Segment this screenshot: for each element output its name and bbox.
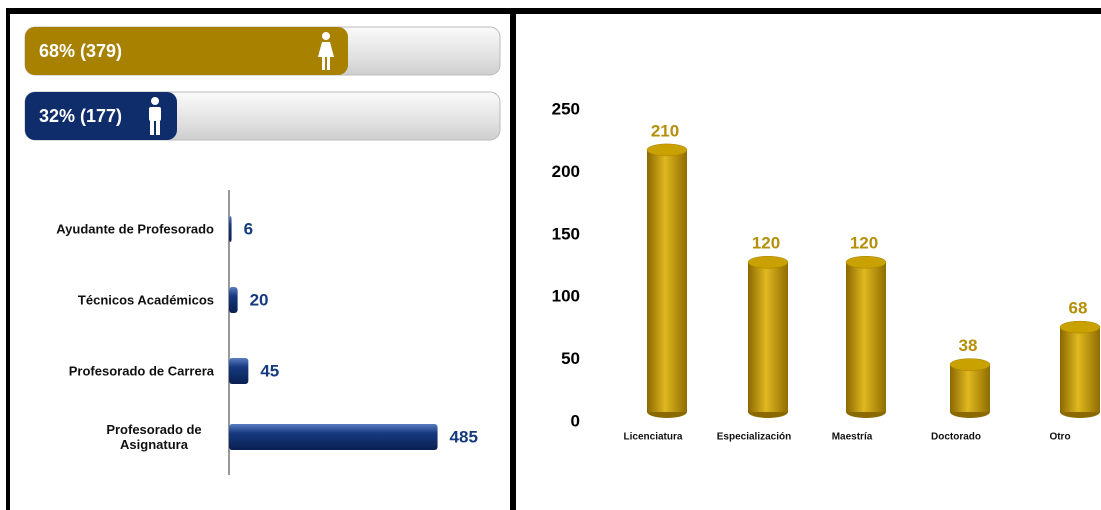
progress-fill (25, 92, 177, 140)
male-icon (149, 97, 161, 135)
cylinder-top (646, 143, 688, 157)
value-label: 210 (651, 121, 679, 140)
bar (229, 358, 249, 384)
x-tick-label: Maestría (832, 432, 873, 443)
bar (229, 424, 438, 450)
cylinder-top (1059, 320, 1101, 334)
value-label: 38 (959, 336, 978, 355)
icon-leg (156, 121, 160, 135)
category-label: Ayudante de Profesorado (56, 221, 214, 237)
bar (229, 287, 238, 313)
cylinder-top (747, 255, 789, 269)
value-label: 120 (850, 234, 878, 253)
value-label: 120 (752, 234, 780, 253)
bar (846, 262, 886, 412)
value-label: 6 (244, 219, 253, 238)
cylinder-top (949, 358, 991, 371)
cylinder-top (845, 255, 887, 269)
icon-body (318, 42, 334, 57)
y-tick-label: 250 (552, 99, 580, 118)
icon-head (322, 32, 330, 40)
icon-leg (327, 57, 330, 70)
value-label: 68 (1069, 299, 1088, 318)
x-tick-label: Especialización (717, 432, 791, 443)
bar (647, 149, 687, 413)
category-label: Profesorado de Carrera (68, 363, 214, 379)
bar (229, 216, 232, 242)
value-label: 45 (260, 361, 279, 380)
icon-body (149, 107, 161, 121)
progress-fill (25, 27, 348, 75)
y-tick-label: 100 (552, 287, 580, 306)
frame-top (6, 8, 1101, 14)
bar (1060, 327, 1100, 412)
bar (950, 364, 990, 412)
icon-leg (150, 121, 154, 135)
progress-label: 32% (177) (39, 106, 122, 126)
x-tick-label: Doctorado (931, 432, 981, 443)
x-tick-label: Licenciatura (624, 432, 683, 443)
y-tick-label: 200 (552, 162, 580, 181)
value-label: 485 (450, 427, 478, 446)
x-tick-label: Otro (1049, 432, 1070, 443)
progress-label: 68% (379) (39, 41, 122, 61)
value-label: 20 (250, 290, 269, 309)
icon-head (151, 97, 159, 105)
y-tick-label: 150 (552, 224, 580, 243)
y-tick-label: 0 (571, 411, 580, 430)
category-label: Profesorado de Asignatura (106, 422, 202, 452)
icon-leg (322, 57, 325, 70)
frame-left (6, 8, 10, 510)
bar (748, 262, 788, 412)
frame-divider (510, 8, 516, 510)
y-tick-label: 50 (561, 349, 580, 368)
female-icon (318, 32, 334, 70)
category-label: Técnicos Académicos (77, 292, 214, 308)
